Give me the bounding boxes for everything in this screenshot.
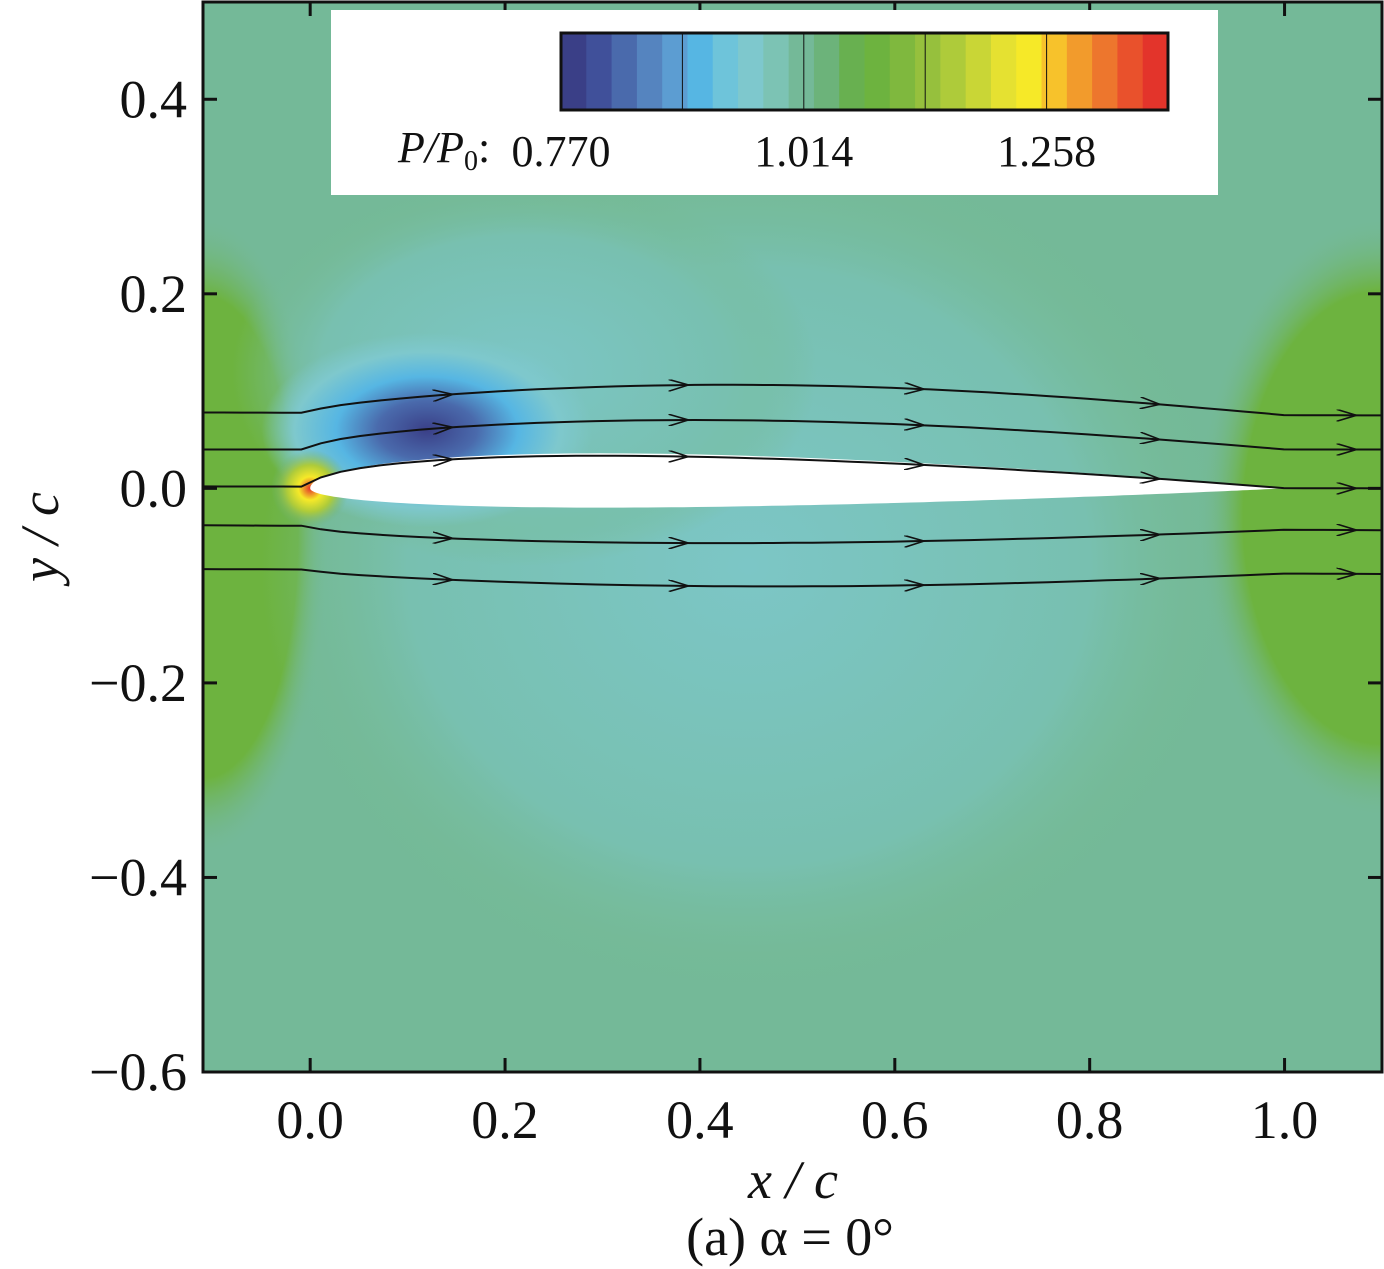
colorbar-swatch (1142, 33, 1169, 110)
streamline-1 (203, 383, 1382, 417)
colorbar-swatch (763, 33, 790, 110)
stagnation-point (271, 449, 350, 528)
streamline-arrow (439, 395, 451, 396)
streamline-3 (203, 454, 1382, 490)
streamline-arrow (910, 425, 922, 426)
colorbar-swatch (662, 33, 689, 110)
y-tick-label: 0.0 (120, 458, 188, 518)
y-tick-label: 0.4 (120, 69, 188, 129)
x-tick-label: 0.8 (1056, 1090, 1124, 1150)
colorbar-tick-labels: 0.770 1.014 1.258 (512, 127, 1097, 176)
streamline-arrow (439, 579, 451, 580)
colorbar-swatch (940, 33, 967, 110)
streamline-arrow (439, 460, 451, 461)
colorbar-frame (559, 31, 1170, 112)
colorbar-swatch (889, 33, 916, 110)
x-tick-label: 1.0 (1251, 1090, 1319, 1150)
colorbar-swatch (915, 33, 941, 110)
colorbar-swatch (1092, 33, 1119, 110)
streamline-arrow (1146, 478, 1158, 479)
x-tick-label: 0.0 (276, 1090, 344, 1150)
streamline-4 (203, 524, 1382, 545)
colorbar-swatch (738, 33, 764, 110)
streamline-2 (203, 418, 1382, 451)
colorbar-swatches (561, 33, 1169, 110)
colorbar-swatch (990, 33, 1017, 110)
plot-frame (201, 0, 1384, 1074)
colorbar-swatch (586, 33, 613, 110)
figure-caption: (a) α = 0° (686, 1207, 894, 1267)
y-tick-label: 0.2 (120, 264, 188, 324)
colorbar-swatch (839, 33, 866, 110)
colorbar-title-subscript: 0 (464, 146, 478, 177)
colorbar-swatch (813, 33, 840, 110)
colorbar-tick-label: 1.014 (754, 127, 853, 176)
colorbar-tick-label: 1.258 (997, 127, 1096, 176)
airfoil-body (310, 453, 1285, 508)
colorbar-swatch (1066, 33, 1093, 110)
high-pressure-downstream (1196, 216, 1382, 820)
streamline-arrow (439, 427, 451, 428)
colorbar-swatch (611, 33, 638, 110)
streamline-arrow (1146, 439, 1158, 440)
y-tick-label: −0.6 (89, 1042, 187, 1102)
colorbar-tick-label: 0.770 (512, 127, 611, 176)
colorbar-swatch (712, 33, 739, 110)
colorbar-legend: P/P0: 0.770 1.014 1.258 (331, 10, 1218, 195)
colorbar-swatch (1041, 33, 1068, 110)
streamline-arrow (910, 389, 922, 390)
colorbar-swatch (965, 33, 992, 110)
x-axis-label: x / c (747, 1150, 838, 1210)
streamline-arrow (1146, 579, 1158, 580)
y-axis-label: y / c (10, 492, 70, 587)
colorbar-swatch (1117, 33, 1144, 110)
x-tick-label: 0.2 (471, 1090, 539, 1150)
colorbar-swatch (1016, 33, 1043, 110)
x-tick-label: 0.4 (666, 1090, 734, 1150)
colorbar-swatch (636, 33, 663, 110)
streamlines (203, 385, 1382, 587)
colorbar-title: P/P0: (397, 123, 490, 177)
streamline-arrow (1146, 403, 1158, 404)
colorbar-swatch (687, 33, 714, 110)
colorbar-swatch (561, 33, 587, 110)
y-tick-label: −0.2 (89, 653, 187, 713)
x-axis: 0.0 0.2 0.4 0.6 0.8 1.0 (276, 2, 1318, 1150)
y-tick-label: −0.4 (89, 847, 187, 907)
colorbar-title-suffix: : (478, 123, 490, 172)
colorbar-swatch (864, 33, 891, 110)
streamline-5 (203, 568, 1382, 588)
y-axis: 0.4 0.2 0.0 −0.2 −0.4 −0.6 (89, 69, 1382, 1102)
x-tick-label: 0.6 (861, 1090, 929, 1150)
streamline-arrow (910, 464, 922, 465)
airfoil-layer (310, 453, 1285, 508)
colorbar-swatch (788, 33, 815, 110)
